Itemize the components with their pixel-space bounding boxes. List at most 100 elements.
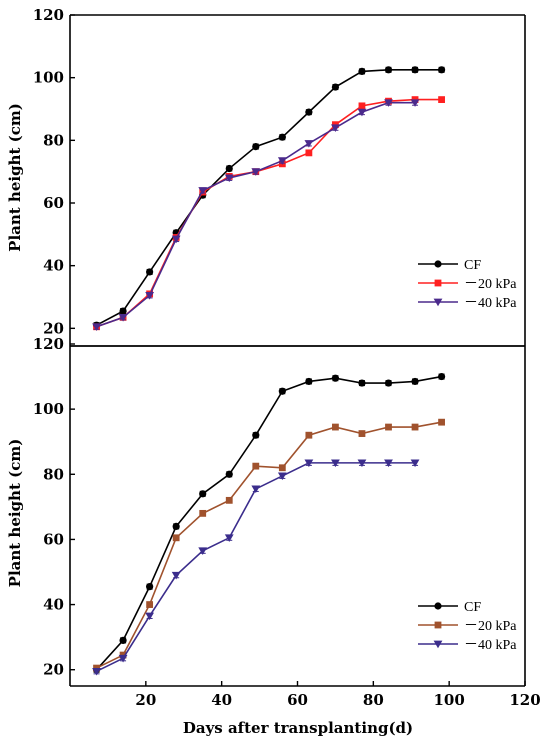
y-tick-label: 40 [43, 257, 64, 275]
y-axis-title: Plant height (cm) [6, 103, 24, 252]
data-point [437, 372, 446, 381]
x-tick-label: 60 [287, 691, 308, 709]
data-point [438, 96, 445, 103]
data-point [434, 602, 442, 610]
bottom-panel: 20 40 60 80 100 120 20 40 60 80 100 120 Plant height… [6, 335, 541, 709]
series-line [96, 69, 442, 326]
data-point [433, 298, 443, 307]
y-tick-label: 60 [43, 530, 64, 548]
x-tick-label: 100 [434, 691, 465, 709]
data-point [357, 108, 367, 117]
data-point [198, 547, 208, 556]
data-point [331, 124, 340, 132]
legend-label: －40 kPa [464, 296, 517, 311]
data-point [332, 423, 339, 431]
y-tick-label: 100 [33, 69, 64, 87]
data-point [385, 423, 392, 431]
data-point [278, 133, 286, 141]
legend-label: －40 kPa [464, 638, 517, 653]
x-tick-label: 80 [363, 691, 384, 709]
data-point [199, 509, 207, 517]
data-point [305, 377, 313, 386]
data-point [92, 323, 101, 331]
y-tick-label: 120 [33, 6, 64, 24]
data-point [224, 534, 234, 542]
data-point [198, 187, 208, 195]
legend-item-1: －20 kPa [418, 277, 517, 292]
data-point [305, 149, 313, 157]
data-point [305, 108, 313, 116]
data-point [357, 459, 367, 468]
data-point [225, 164, 233, 173]
data-point [304, 140, 314, 148]
y-tick-label: 100 [33, 400, 64, 418]
data-point [434, 279, 442, 287]
data-point [252, 143, 260, 151]
data-point [331, 459, 340, 468]
data-point [411, 423, 419, 431]
y-tick-label: 80 [43, 131, 64, 149]
data-point [434, 260, 442, 268]
data-point [146, 583, 154, 591]
series-line [96, 421, 442, 669]
series-2 [92, 99, 420, 331]
data-point [410, 459, 420, 468]
legend-item-2: －40 kPa [418, 296, 517, 311]
data-point [305, 431, 313, 439]
top-panel: 20 40 60 80 100 120 Plant height (cm) CF －20 kPa… [6, 6, 526, 347]
data-point [118, 313, 128, 322]
data-point [118, 654, 128, 663]
series-1 [93, 96, 445, 331]
data-point [92, 667, 101, 676]
data-point [224, 174, 234, 183]
data-point [171, 571, 181, 580]
series-0 [92, 66, 446, 329]
data-point [145, 612, 155, 621]
data-point [384, 379, 393, 387]
data-point [146, 601, 154, 608]
data-point [331, 374, 340, 382]
y-tick-label: 80 [43, 465, 64, 483]
y-tick-label: 60 [43, 194, 64, 212]
legend-item-0: CF [418, 258, 481, 273]
x-tick-label: 40 [211, 691, 232, 709]
x-axis-title: Days after transplanting(d) [183, 719, 413, 737]
legend-item-1: －20 kPa [418, 619, 517, 634]
data-point [172, 522, 180, 531]
series-line [96, 101, 416, 328]
data-point [358, 430, 366, 437]
data-point [384, 99, 393, 107]
series-line [95, 375, 442, 671]
data-point [225, 470, 233, 478]
data-point [411, 377, 419, 386]
data-point [433, 640, 443, 649]
y-tick-label: 40 [43, 596, 64, 614]
data-point [278, 464, 286, 472]
data-point [358, 67, 366, 75]
legend-label: －20 kPa [464, 619, 517, 634]
data-point [119, 307, 127, 315]
data-point [251, 168, 261, 176]
legend-label: －20 kPa [464, 277, 517, 292]
data-point [146, 268, 154, 276]
data-point [225, 496, 233, 504]
y-axis-title: Plant height (cm) [6, 439, 24, 588]
data-point [252, 462, 260, 470]
data-point [277, 472, 287, 481]
series-line [96, 462, 416, 673]
data-point [251, 485, 261, 494]
legend-item-2: －40 kPa [418, 638, 517, 653]
y-tick-label: 20 [43, 661, 64, 679]
data-point [434, 621, 442, 629]
data-point [277, 157, 287, 165]
series-2 [92, 459, 420, 676]
data-point [384, 459, 393, 468]
series-0 [92, 372, 446, 674]
data-point [358, 379, 366, 387]
data-point [172, 534, 180, 542]
legend-label: CF [464, 600, 481, 615]
data-point [331, 83, 340, 91]
data-point [199, 490, 207, 498]
series-1 [93, 418, 445, 672]
